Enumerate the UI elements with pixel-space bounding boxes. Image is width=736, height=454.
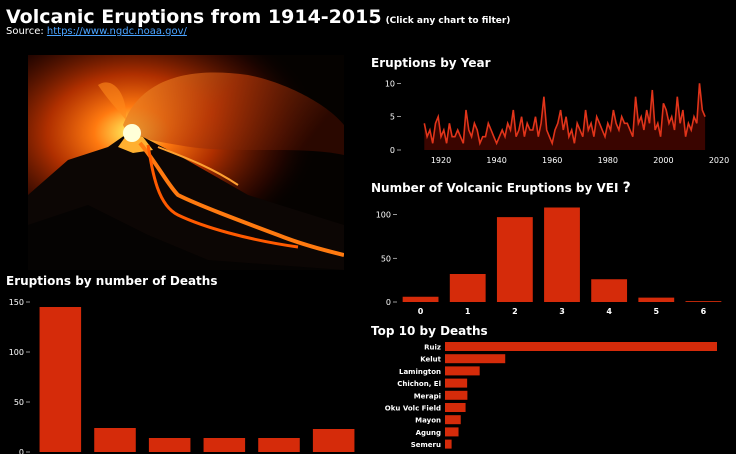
top10-label: Mayon: [415, 417, 441, 425]
top10-bar[interactable]: [445, 403, 466, 412]
vei-x-tick: 3: [559, 307, 565, 316]
top10-label: Oku Volc Field: [385, 405, 441, 413]
vei-x-tick: 5: [653, 307, 659, 316]
top10-bar[interactable]: [445, 415, 461, 425]
source-label: Source:: [6, 26, 44, 37]
vei-bar[interactable]: [496, 217, 533, 302]
year-y-tick: 10: [385, 79, 395, 88]
vei-x-tick: 2: [512, 307, 518, 316]
top10-bar[interactable]: [445, 439, 452, 449]
year-x-tick: 1920: [431, 156, 451, 165]
top10-bar[interactable]: [445, 342, 717, 351]
deaths-bar[interactable]: [39, 307, 82, 452]
vei-y-tick: 0: [386, 298, 391, 307]
help-icon[interactable]: ?: [622, 180, 631, 196]
top10-label: Ruiz: [424, 344, 441, 352]
source-link[interactable]: https://www.ngdc.noaa.gov/: [46, 26, 187, 37]
top10-bar[interactable]: [445, 366, 480, 376]
year-y-tick: 0: [390, 146, 395, 155]
vei-bar[interactable]: [402, 296, 439, 302]
top10-bar[interactable]: [445, 427, 459, 437]
vei-y-tick: 100: [376, 211, 391, 220]
top10-label: Lamington: [399, 368, 441, 376]
deaths-bar[interactable]: [148, 438, 191, 452]
year-line: [423, 83, 706, 146]
year-x-tick: 2020: [709, 156, 729, 165]
deaths-bar[interactable]: [203, 438, 246, 452]
year-x-tick: 1960: [542, 156, 562, 165]
year-area: [424, 83, 706, 150]
deaths-bar[interactable]: [94, 428, 136, 452]
top10-chart[interactable]: Ruiz Kelut Lamington Chichon, El Merapi Oku V…: [371, 338, 736, 454]
vei-bar[interactable]: [638, 297, 675, 302]
deaths-y-tick: 100: [9, 348, 24, 357]
vei-x-tick: 0: [418, 307, 424, 316]
volcano-photo: [28, 55, 344, 270]
vei-bar[interactable]: [544, 207, 580, 303]
page-title: Volcanic Eruptions from 1914-2015 (Click …: [6, 6, 510, 28]
year-x-tick: 1980: [598, 156, 618, 165]
vei-x-tick: 6: [701, 307, 707, 316]
year-chart[interactable]: 0 5 10 1920 1940 1960 1980 2000 2020: [371, 70, 736, 170]
top10-bar[interactable]: [445, 378, 468, 388]
year-x-tick: 2000: [653, 156, 673, 165]
deaths-y-tick: 50: [14, 398, 24, 407]
deaths-y-tick: 0: [19, 448, 24, 454]
deaths-bar[interactable]: [312, 429, 355, 452]
year-chart-title: Eruptions by Year: [371, 56, 491, 70]
source-line: Source: https://www.ngdc.noaa.gov/: [6, 26, 187, 37]
top10-chart-title: Top 10 by Deaths: [371, 324, 488, 338]
deaths-chart-title: Eruptions by number of Deaths: [6, 274, 218, 288]
vei-chart[interactable]: 0 50 100 0 1 2 3 4 5 6: [371, 196, 736, 318]
vei-bar[interactable]: [685, 301, 722, 302]
deaths-bar[interactable]: [258, 438, 300, 452]
deaths-y-tick: 150: [9, 298, 24, 307]
top10-label: Merapi: [414, 392, 441, 400]
title-text: Volcanic Eruptions from 1914-2015: [6, 6, 382, 28]
vei-y-tick: 50: [381, 254, 391, 263]
vei-x-tick: 4: [606, 307, 612, 316]
vei-bar[interactable]: [591, 279, 628, 302]
top10-label: Agung: [416, 429, 441, 437]
title-subtitle: (Click any chart to filter): [385, 16, 511, 26]
vei-chart-title: Number of Volcanic Eruptions by VEI ?: [371, 180, 631, 196]
top10-bar[interactable]: [445, 354, 506, 364]
vei-bar[interactable]: [449, 274, 486, 302]
top10-label: Semeru: [411, 441, 441, 449]
top10-label: Chichon, El: [397, 380, 441, 388]
top10-bar[interactable]: [445, 390, 468, 400]
year-x-tick: 1940: [486, 156, 506, 165]
vei-title-text: Number of Volcanic Eruptions by VEI: [371, 181, 619, 195]
year-y-tick: 5: [390, 113, 395, 122]
deaths-chart[interactable]: 0 50 100 150: [0, 290, 362, 454]
vei-x-tick: 1: [465, 307, 471, 316]
top10-label: Kelut: [420, 356, 441, 364]
